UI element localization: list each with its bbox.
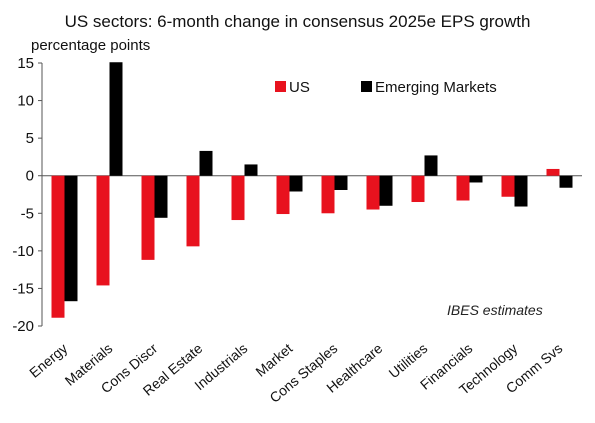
bar-us (501, 175, 515, 197)
legend-label-emerging-markets: Emerging Markets (375, 79, 497, 96)
legend-label-us: US (289, 79, 310, 96)
bar-emerging-markets (289, 175, 303, 192)
bar-us (366, 175, 380, 210)
bar-emerging-markets (469, 175, 483, 183)
y-axis-label: percentage points (31, 37, 151, 54)
legend-swatch-emerging-markets (361, 81, 372, 92)
bar-emerging-markets (64, 175, 78, 302)
y-tick-label: 15 (17, 55, 34, 72)
legend-swatch-us (275, 81, 286, 92)
bar-us (411, 175, 425, 203)
bar-emerging-markets (424, 155, 438, 176)
source-annotation: IBES estimates (447, 302, 543, 318)
y-tick-label: -10 (12, 243, 34, 260)
chart-title: US sectors: 6-month change in consensus … (64, 12, 531, 31)
bar-emerging-markets (109, 62, 123, 176)
bar-emerging-markets (154, 175, 168, 218)
bar-us (51, 175, 65, 318)
y-tick-label: 0 (26, 168, 34, 185)
bar-us (456, 175, 470, 201)
bar-us (141, 175, 155, 260)
bar-us (321, 175, 335, 214)
y-tick-label: -5 (21, 205, 34, 222)
bar-emerging-markets (334, 175, 348, 190)
y-tick-label: 5 (26, 130, 34, 147)
bar-emerging-markets (514, 175, 528, 207)
bar-us (231, 175, 245, 221)
y-tick-label: -15 (12, 280, 34, 297)
bar-emerging-markets (379, 175, 393, 206)
bar-us (276, 175, 290, 215)
y-tick-label: 10 (17, 93, 34, 110)
bar-emerging-markets (559, 175, 573, 188)
y-tick-label: -20 (12, 318, 34, 335)
bar-us (186, 175, 200, 247)
bar-us (546, 168, 560, 176)
bar-us (96, 175, 110, 286)
bar-emerging-markets (199, 150, 213, 176)
bar-emerging-markets (244, 164, 258, 176)
